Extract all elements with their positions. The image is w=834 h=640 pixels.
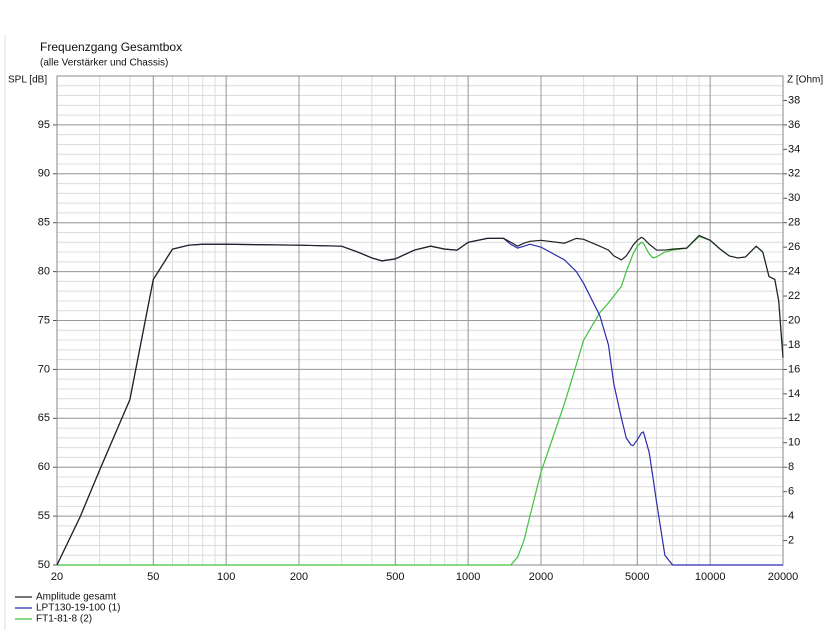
y-tick-label: 60 (38, 461, 50, 473)
y2-tick-label: 24 (788, 266, 800, 278)
y-tick-label: 55 (38, 510, 50, 522)
y2-tick-label: 38 (788, 94, 800, 106)
x-tick-label: 1000 (456, 571, 480, 583)
y2-tick-label: 16 (788, 363, 800, 375)
x-tick-label: 100 (217, 571, 235, 583)
x-tick-label: 500 (386, 571, 404, 583)
y2-tick-label: 18 (788, 339, 800, 351)
y-tick-label: 50 (38, 559, 50, 571)
y2-tick-label: 12 (788, 412, 800, 424)
y2-tick-label: 30 (788, 192, 800, 204)
chart-subtitle: (alle Verstärker und Chassis) (40, 58, 168, 69)
chart-title: Frequenzgang Gesamtbox (40, 40, 182, 54)
y-tick-label: 85 (38, 217, 50, 229)
y2-tick-label: 6 (788, 486, 794, 498)
y-axis-label: SPL [dB] (8, 75, 47, 86)
y-tick-label: 95 (38, 119, 50, 131)
y2-tick-label: 26 (788, 241, 800, 253)
y-tick-label: 80 (38, 266, 50, 278)
x-tick-label: 50 (147, 571, 159, 583)
y-tick-label: 65 (38, 412, 50, 424)
legend-label: FT1-81-8 (2) (36, 614, 92, 625)
y2-tick-label: 34 (788, 143, 800, 155)
y2-tick-label: 22 (788, 290, 800, 302)
legend-label: LPT130-19-100 (1) (36, 603, 121, 614)
y-tick-label: 70 (38, 363, 50, 375)
y2-tick-label: 20 (788, 314, 800, 326)
x-tick-label: 20 (51, 571, 63, 583)
legend-label: Amplitude gesamt (36, 592, 116, 603)
y2-tick-label: 4 (788, 510, 794, 522)
x-tick-label: 20000 (768, 571, 799, 583)
y-tick-label: 90 (38, 168, 50, 180)
y2-tick-label: 8 (788, 461, 794, 473)
y2-axis-label: Z [Ohm] (787, 75, 823, 86)
series-line (56, 234, 784, 566)
y-tick-label: 75 (38, 314, 50, 326)
x-tick-label: 200 (290, 571, 308, 583)
x-tick-label: 10000 (695, 571, 726, 583)
y2-tick-label: 14 (788, 388, 800, 400)
y2-tick-label: 2 (788, 534, 794, 546)
y2-tick-label: 10 (788, 437, 800, 449)
y2-tick-label: 32 (788, 168, 800, 180)
x-tick-label: 2000 (529, 571, 553, 583)
y2-tick-label: 28 (788, 217, 800, 229)
x-tick-label: 5000 (625, 571, 649, 583)
y2-tick-label: 36 (788, 119, 800, 131)
